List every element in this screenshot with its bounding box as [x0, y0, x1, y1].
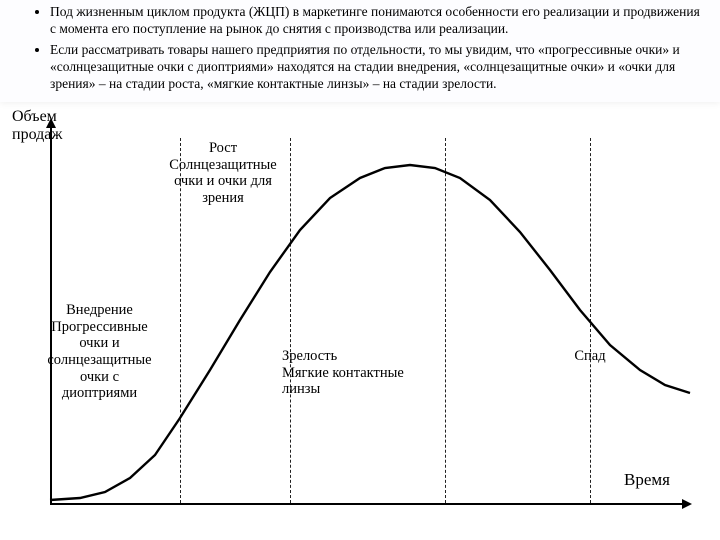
- stage-3-title: Зрелость: [282, 348, 437, 365]
- lifecycle-chart: Объем продаж Время ВнедрениеПрогрессивны…: [20, 120, 700, 530]
- stage-2: РостСолнцезащитные очки и очки для зрени…: [168, 140, 278, 207]
- stage-2-items: Солнцезащитные очки и очки для зрения: [168, 157, 278, 207]
- stage-1-title: Внедрение: [42, 302, 157, 319]
- stage-4-title: Спад: [560, 348, 620, 365]
- stage-1-items: Прогрессивные очки и солнцезащитные очки…: [42, 319, 157, 402]
- bullet-2: Если рассматривать товары нашего предпри…: [50, 42, 700, 93]
- header-band: Под жизненным циклом продукта (ЖЦП) в ма…: [0, 0, 720, 102]
- stage-3-items: Мягкие контактные линзы: [282, 365, 437, 398]
- bullet-list: Под жизненным циклом продукта (ЖЦП) в ма…: [0, 4, 720, 92]
- stage-1: ВнедрениеПрогрессивные очки и солнцезащи…: [42, 302, 157, 402]
- stage-4: Спад: [560, 348, 620, 365]
- bullet-1: Под жизненным циклом продукта (ЖЦП) в ма…: [50, 4, 700, 38]
- stage-3: ЗрелостьМягкие контактные линзы: [282, 348, 437, 398]
- stage-2-title: Рост: [168, 140, 278, 157]
